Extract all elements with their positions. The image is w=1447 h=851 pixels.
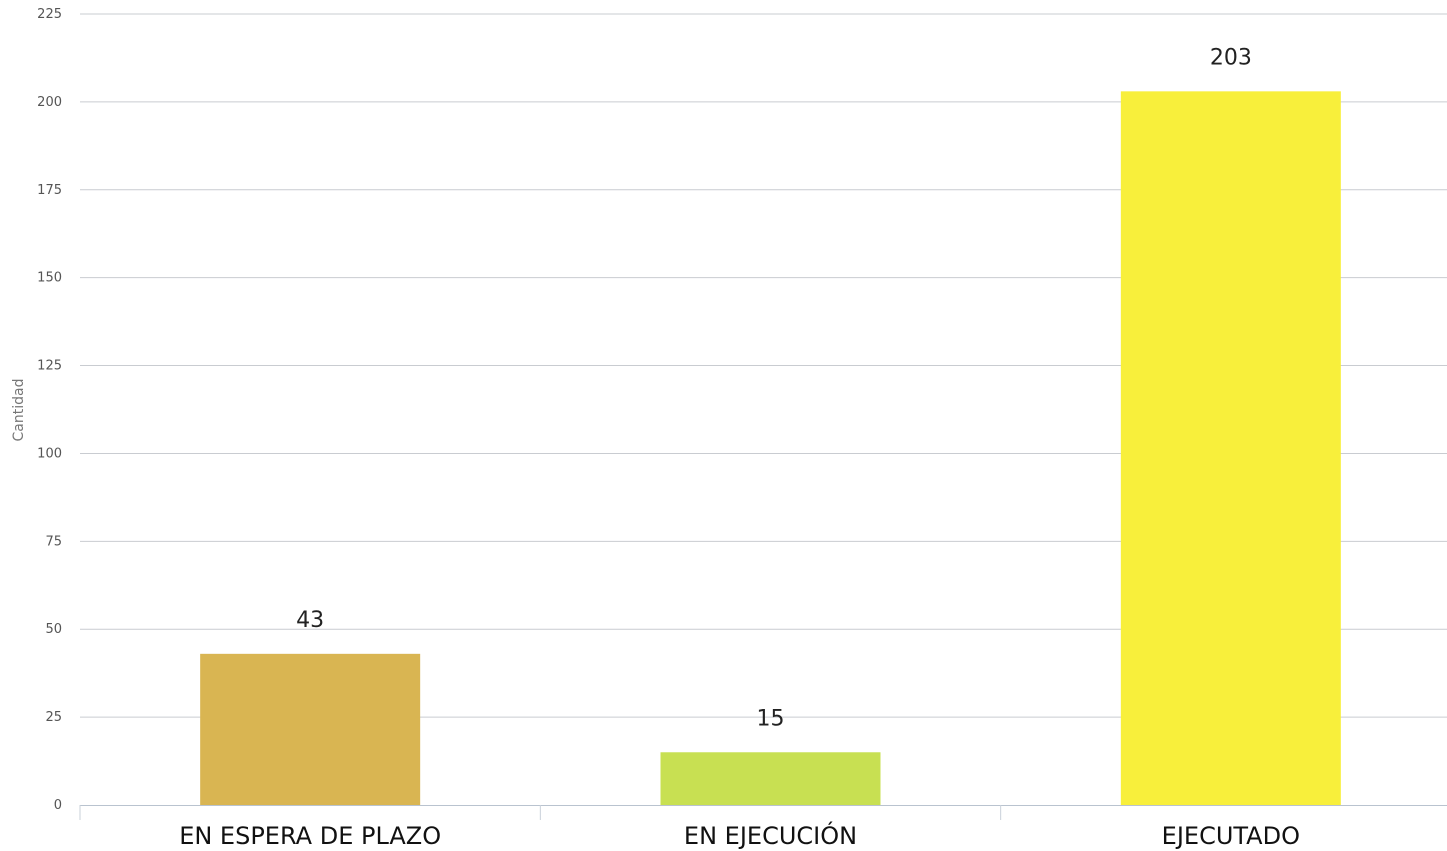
y-axis-title: Cantidad (11, 379, 27, 442)
y-tick-label: 200 (37, 95, 62, 110)
bars (200, 91, 1341, 805)
y-tick-label: 50 (45, 622, 62, 637)
data-labels: 43 15 203 (296, 45, 1252, 731)
x-axis: EN ESPERA DE PLAZO EN EJECUCIÓN EJECUTADO (79, 805, 1447, 850)
y-tick-label: 100 (37, 446, 62, 461)
y-axis-ticks: 0 25 50 75 100 125 150 175 200 225 (37, 7, 62, 813)
bar (200, 653, 421, 805)
bar (1120, 91, 1341, 805)
x-tick-label: EN EJECUCIÓN (684, 820, 857, 850)
y-tick-label: 0 (54, 798, 62, 813)
gridlines (80, 13, 1447, 718)
y-tick-label: 175 (37, 183, 62, 198)
x-tick-label: EJECUTADO (1162, 822, 1300, 850)
y-tick-label: 125 (37, 359, 62, 374)
bar (660, 752, 881, 805)
y-tick-label: 25 (45, 710, 62, 725)
y-tick-label: 225 (37, 7, 62, 22)
data-label: 43 (296, 608, 324, 633)
y-tick-label: 75 (45, 534, 62, 549)
data-label: 203 (1210, 45, 1252, 70)
x-tick-label: EN ESPERA DE PLAZO (179, 822, 441, 850)
y-tick-label: 150 (37, 271, 62, 286)
data-label: 15 (757, 706, 785, 731)
